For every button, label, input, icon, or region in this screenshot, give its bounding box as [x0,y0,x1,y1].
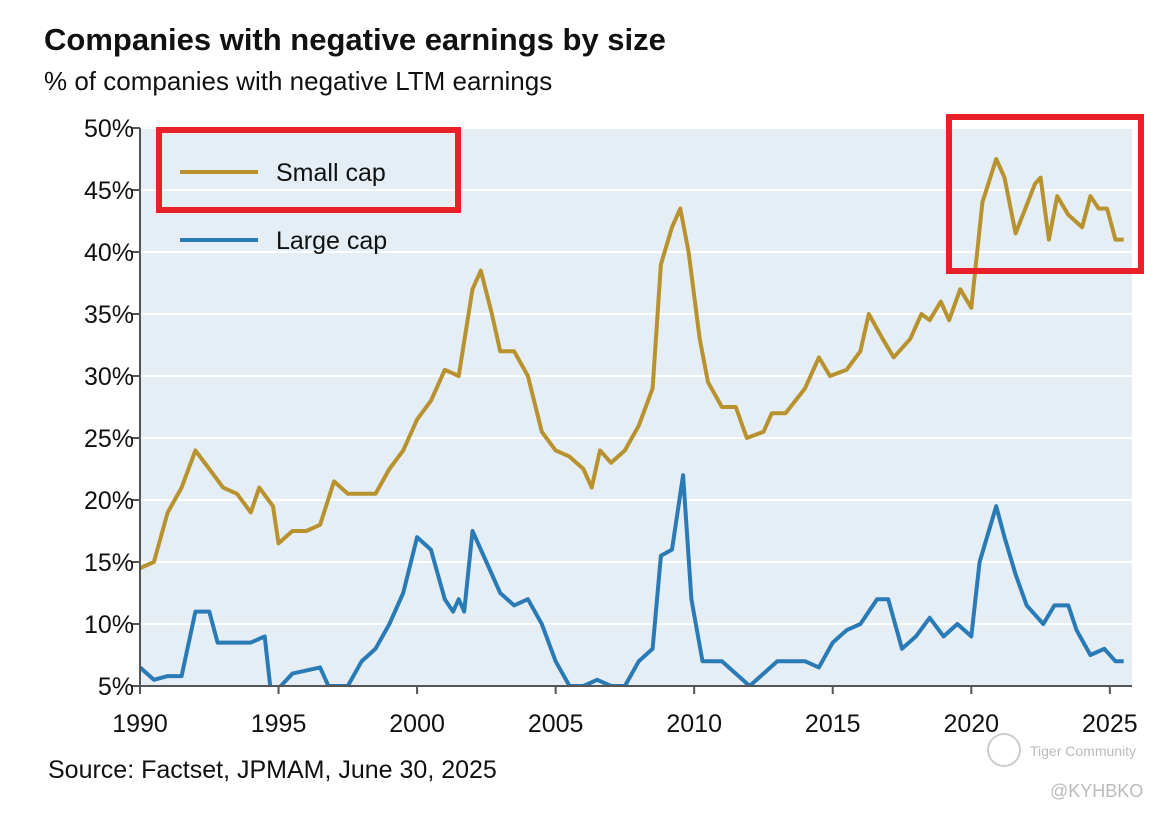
highlight-box [156,127,461,213]
y-tick-label: 15% [84,549,134,577]
x-tick-label: 2005 [528,710,584,738]
y-tick-label: 20% [84,487,134,515]
source-note: Source: Factset, JPMAM, June 30, 2025 [48,756,497,784]
y-tick-label: 40% [84,239,134,267]
series-line [140,473,1124,686]
x-tick-label: 2015 [805,710,861,738]
y-tick-label: 45% [84,177,134,205]
y-tick-label: 5% [98,673,134,701]
legend-label: Small cap [276,159,386,187]
watermark-logo [987,733,1021,767]
x-tick-label: 2020 [943,710,999,738]
y-tick-label: 35% [84,301,134,329]
x-tick-label: 1995 [251,710,307,738]
y-tick-label: 30% [84,363,134,391]
chart-subtitle: % of companies with negative LTM earning… [44,66,552,96]
chart-title: Companies with negative earnings by size [44,22,666,57]
legend-label: Large cap [276,227,387,255]
x-tick-label: 2000 [389,710,445,738]
watermark: @KYHBKO [1050,781,1143,801]
x-tick-label: 2025 [1082,710,1138,738]
x-tick-label: 2010 [666,710,722,738]
y-tick-label: 25% [84,425,134,453]
plot-area [140,128,1132,686]
x-tick-label: 1990 [112,710,168,738]
y-tick-label: 50% [84,115,134,143]
highlight-box [946,114,1144,274]
series-line [140,157,1124,571]
y-tick-label: 10% [84,611,134,639]
watermark: Tiger Community [1030,743,1136,759]
